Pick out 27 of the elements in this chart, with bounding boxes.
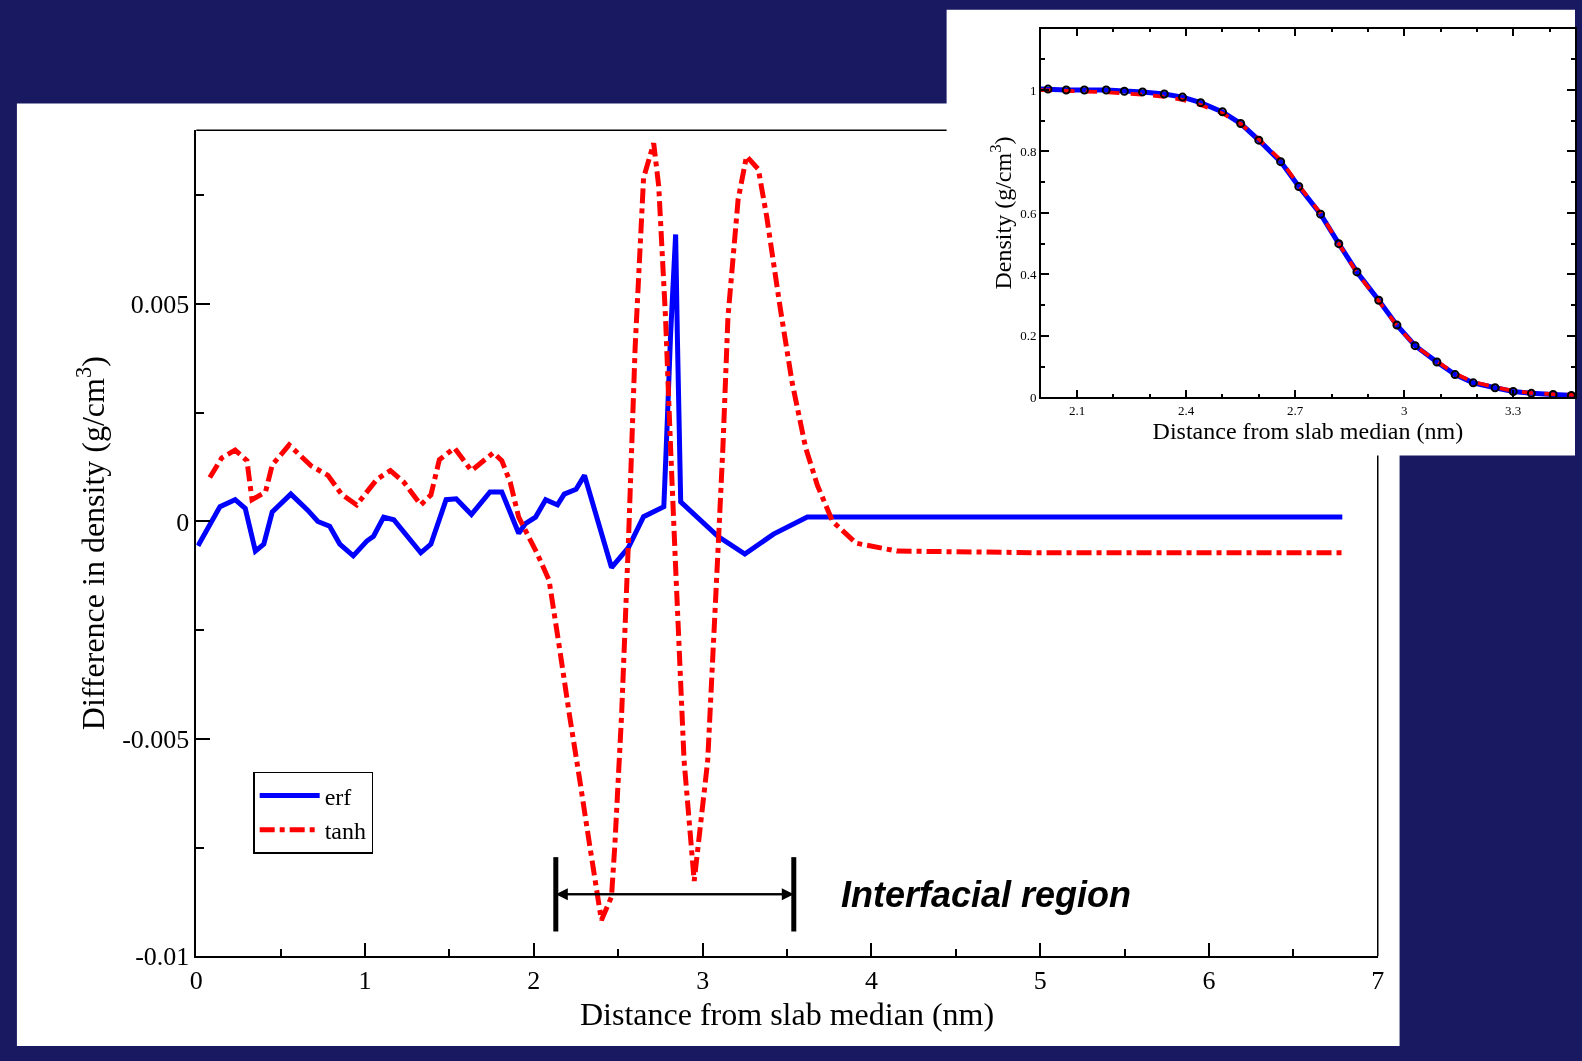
x-tick-label: 2.1 [1068, 402, 1086, 418]
x-tick-label: 3 [696, 966, 710, 996]
x-tick-label: 5 [1033, 966, 1047, 996]
legend-label: erf [324, 783, 352, 810]
legend-label: tanh [324, 818, 366, 845]
y-tick-label: 0.8 [1020, 144, 1037, 160]
ref-line-label: Interfacial region [841, 874, 1132, 915]
y-tick-label: 0 [1029, 389, 1037, 405]
x-tick-label: 1 [358, 966, 372, 996]
y-tick-label: 0 [176, 507, 190, 537]
y-tick-label: 0.4 [1020, 266, 1037, 282]
x-tick-label: 2.7 [1287, 402, 1304, 418]
x-tick-label: 3.3 [1505, 402, 1522, 418]
y-tick-label: 1 [1029, 82, 1037, 98]
x-tick-label: 2 [527, 966, 541, 996]
x-tick-label: 4 [864, 966, 878, 996]
x-axis-title: Distance from slab median (nm) [1152, 417, 1464, 444]
y-tick-label: 0.6 [1020, 205, 1037, 221]
x-tick-label: 7 [1371, 966, 1385, 996]
x-axis-title: Distance from slab median (nm) [579, 995, 995, 1032]
x-tick-label: 2.4 [1178, 402, 1195, 418]
y-tick-label: -0.01 [135, 942, 190, 972]
y-tick-label: 0.005 [130, 290, 190, 320]
y-tick-label: 0.2 [1020, 328, 1037, 344]
x-tick-label: 6 [1202, 966, 1216, 996]
y-tick-label: -0.005 [122, 724, 190, 754]
x-tick-label: 3 [1400, 402, 1408, 418]
